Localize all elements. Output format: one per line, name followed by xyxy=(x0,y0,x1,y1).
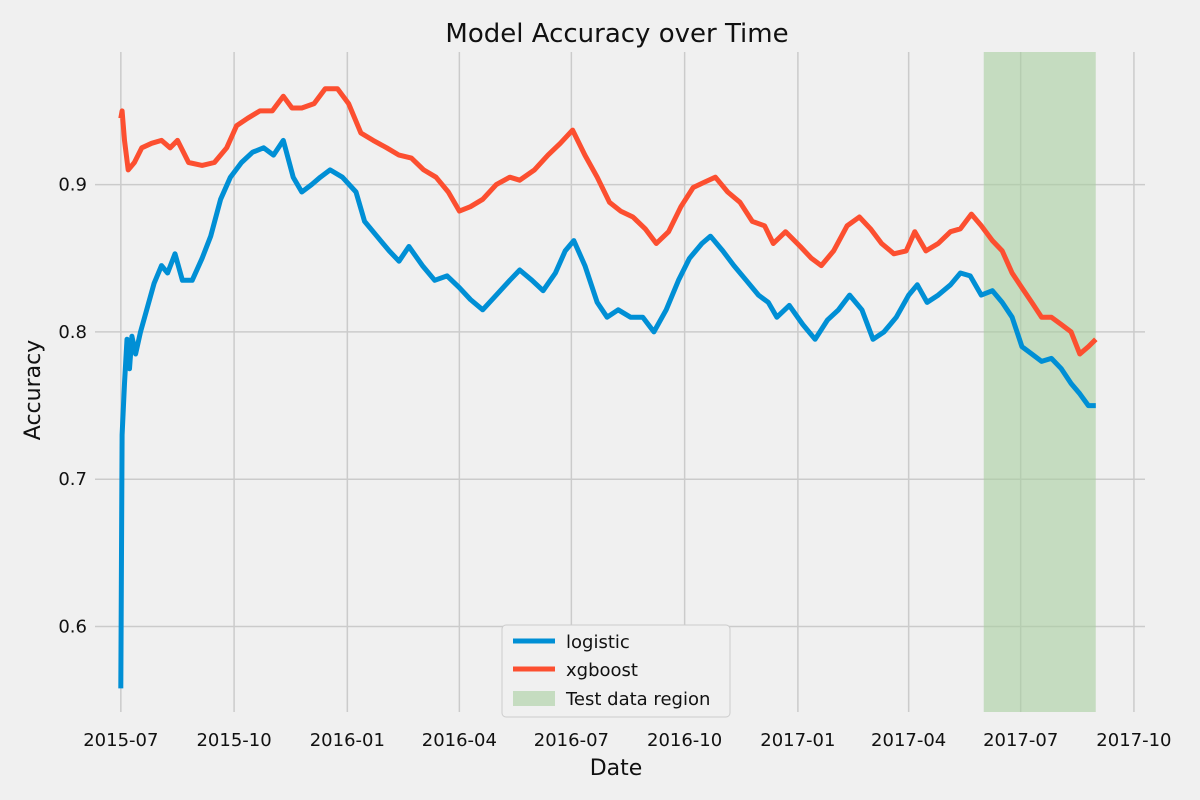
series-lines xyxy=(118,86,1098,689)
legend-label-xgboost: xgboost xyxy=(566,660,638,681)
x-tick-label: 2015-10 xyxy=(196,730,271,751)
legend-label-logistic: logistic xyxy=(566,632,630,653)
y-axis-label: Accuracy xyxy=(21,340,46,440)
series-line-xgboost xyxy=(118,86,1098,357)
legend-swatch-test-region xyxy=(513,691,555,706)
legend-label-test-region: Test data region xyxy=(565,689,710,710)
x-tick-label: 2016-01 xyxy=(310,730,385,751)
x-tick-label: 2016-04 xyxy=(422,730,497,751)
x-tick-label: 2016-07 xyxy=(534,730,609,751)
legend-box xyxy=(501,624,731,718)
y-axis-ticks: 0.6 0.7 0.8 0.9 xyxy=(58,175,87,638)
y-tick-label: 0.7 xyxy=(58,469,87,490)
x-tick-label: 2017-07 xyxy=(983,730,1058,751)
x-tick-label: 2015-07 xyxy=(83,730,158,751)
x-tick-label: 2017-10 xyxy=(1096,730,1171,751)
test-region-layer xyxy=(983,52,1096,712)
legend: logistic xgboost Test data region xyxy=(501,624,731,718)
test-data-region xyxy=(983,52,1096,712)
x-tick-label: 2017-01 xyxy=(760,730,835,751)
x-axis-ticks: 2015-07 2015-10 2016-01 2016-04 2016-07 2016-… xyxy=(83,730,1171,751)
y-tick-label: 0.9 xyxy=(58,175,87,196)
y-tick-label: 0.6 xyxy=(58,617,87,638)
x-axis-label: Date xyxy=(590,756,643,781)
x-tick-label: 2017-04 xyxy=(871,730,946,751)
chart-title: Model Accuracy over Time xyxy=(445,19,788,49)
series-line-logistic xyxy=(118,137,1096,689)
y-tick-label: 0.8 xyxy=(58,322,87,343)
x-tick-label: 2016-10 xyxy=(647,730,722,751)
